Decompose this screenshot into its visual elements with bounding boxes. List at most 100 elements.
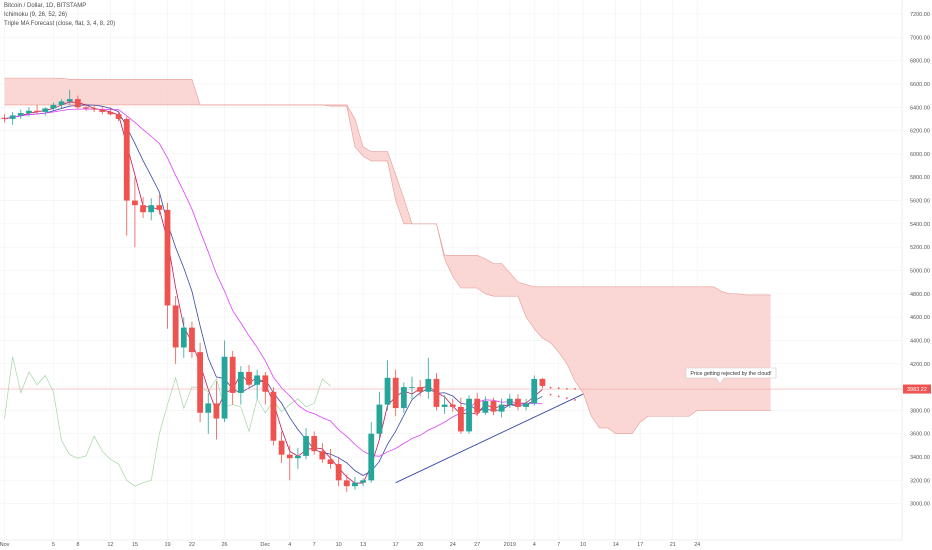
price-tick-label: 6400.00 (910, 105, 930, 111)
price-tick-label: 3200.00 (910, 478, 930, 484)
candle (9, 111, 16, 125)
forecast-dots (549, 386, 576, 401)
time-tick-label: 7 (557, 542, 560, 548)
candle (498, 398, 505, 418)
candle-body (490, 401, 497, 412)
time-tick-label: 10 (336, 542, 342, 548)
candle-body (50, 104, 57, 109)
time-tick-label: Dec (260, 542, 270, 548)
candle (66, 89, 73, 105)
candle-body (286, 454, 293, 459)
candle (189, 321, 195, 358)
candle-body (246, 371, 252, 385)
candle-body (531, 378, 538, 404)
candle-body (376, 404, 383, 434)
candle-body (506, 398, 513, 405)
candle (433, 373, 440, 411)
candle (531, 375, 538, 406)
annotation: Price getting rejected by the cloud! (685, 367, 777, 385)
candle (490, 397, 497, 416)
candle-body (482, 401, 489, 413)
candle-body (352, 482, 358, 487)
forecast-point (557, 387, 560, 390)
price-tick-label: 5000.00 (910, 269, 930, 275)
last-price-badge (903, 384, 931, 394)
candle (368, 422, 375, 483)
candle-body (107, 111, 114, 115)
candle-body (123, 118, 130, 201)
candle (417, 380, 424, 397)
candle (172, 296, 179, 364)
candle (132, 177, 138, 248)
candle-body (164, 209, 171, 306)
candle (286, 445, 293, 481)
last-price-label: 3983.22 (907, 387, 927, 393)
time-tick-label: 19 (164, 542, 170, 548)
candle (197, 342, 203, 423)
candle-body (392, 377, 399, 409)
candle (254, 369, 261, 399)
candle (506, 394, 513, 409)
candle (295, 447, 301, 469)
annotation-callout (685, 367, 777, 385)
candle (384, 360, 391, 411)
time-axis[interactable]: Nov 5 8 12 15 19 22 26 Dec 4 7 10 13 17 20 24 27 2019 4 7 10… (0, 539, 902, 548)
candle (221, 340, 228, 423)
candle (99, 106, 106, 115)
candle-body (384, 377, 391, 405)
candle-body (140, 205, 146, 213)
candle-body (99, 109, 106, 112)
forecast-point (549, 386, 552, 389)
candle (352, 476, 358, 490)
candle (392, 369, 399, 417)
price-axis[interactable]: 7200.00 7000.00 6800.00 6600.00 6400.00 6200.… (901, 0, 931, 540)
candle-body (9, 115, 16, 119)
time-tick-label: 12 (107, 542, 113, 548)
time-tick-label: 14 (613, 542, 619, 548)
candle (327, 448, 334, 469)
forecast-point (549, 393, 552, 396)
candle-body (368, 433, 375, 481)
candle (311, 431, 318, 455)
candle (156, 194, 163, 215)
candle (148, 198, 155, 221)
candle-body (1, 117, 8, 119)
candle-body (74, 99, 81, 108)
candle-body (409, 387, 415, 388)
candle (515, 394, 521, 411)
price-tick-label: 6200.00 (910, 129, 930, 135)
candle (42, 107, 49, 116)
candle-body (417, 387, 424, 392)
candle (115, 111, 122, 122)
time-tick-label: 2019 (504, 542, 516, 548)
candle-body (17, 113, 24, 116)
time-tick-label: 22 (189, 542, 195, 548)
price-tick-label: 5800.00 (910, 175, 930, 181)
candle (58, 99, 65, 109)
candle-body (172, 305, 179, 348)
candle-body (335, 464, 342, 481)
cloud-lower-edge (4, 104, 771, 435)
time-tick-label: Nov (0, 542, 10, 548)
candle-body (327, 459, 334, 465)
price-tick-label: 6000.00 (910, 152, 930, 158)
grid (0, 0, 902, 540)
candle-body (458, 406, 464, 432)
candle-body (58, 101, 65, 105)
forecast-point (565, 397, 568, 400)
candle (83, 103, 89, 111)
price-tick-label: 5400.00 (910, 222, 930, 228)
candle-body (311, 436, 318, 452)
candle (17, 109, 24, 119)
candle (140, 197, 146, 219)
candle (262, 371, 269, 405)
candle (164, 202, 171, 329)
time-tick-label: 4 (288, 542, 291, 548)
candle-body (270, 391, 277, 441)
candle (237, 366, 244, 405)
candle (400, 382, 407, 413)
candle (458, 397, 464, 434)
candle-body (343, 480, 350, 487)
candle (74, 95, 81, 110)
